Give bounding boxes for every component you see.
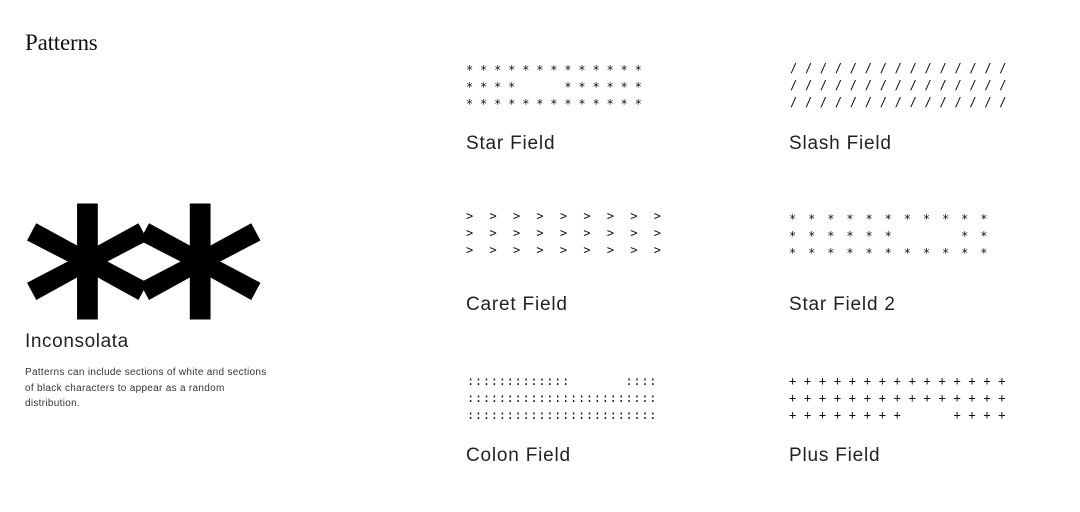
slash-field-pattern: / / / / / / / / / / / / / / / / / / / / … <box>790 60 1007 111</box>
caret-field-label: Caret Field <box>466 294 568 315</box>
star-field-2-line-1: * * * * * * * * * * * <box>789 212 987 226</box>
star-field-line-3: * * * * * * * * * * * * * <box>466 97 642 111</box>
star-field-2-label: Star Field 2 <box>789 294 896 315</box>
slash-field-line-3: / / / / / / / / / / / / / / / <box>790 95 1007 109</box>
slash-field-label: Slash Field <box>789 133 892 154</box>
caret-field-line-1: > > > > > > > > > <box>466 209 662 223</box>
colon-field-label: Colon Field <box>466 445 571 466</box>
pattern-description: Patterns can include sections of white a… <box>25 367 267 409</box>
star-field-2-line-3: * * * * * * * * * * * <box>789 246 987 260</box>
caret-field-pattern: > > > > > > > > > > > > > > > > > > > > … <box>466 208 662 259</box>
colon-field-pattern: ::::::::::::: :::: :::::::::::::::::::::… <box>467 373 657 424</box>
colon-field-line-3: :::::::::::::::::::::::: <box>467 408 658 422</box>
plus-field-label: Plus Field <box>789 445 881 466</box>
caret-field-line-2: > > > > > > > > > <box>466 226 662 240</box>
star-field-line-1: * * * * * * * * * * * * * <box>466 63 642 77</box>
star-field-2-line-2: * * * * * * * * <box>789 229 987 243</box>
asterisk-specimen-glyph: ** <box>22 157 266 448</box>
plus-field-pattern: + + + + + + + + + + + + + + + + + + + + … <box>789 373 1006 424</box>
slash-field-line-1: / / / / / / / / / / / / / / / <box>790 61 1007 75</box>
star-field-2-pattern: * * * * * * * * * * * * * * * * * * * * … <box>789 211 987 262</box>
colon-field-line-2: :::::::::::::::::::::::: <box>467 391 658 405</box>
font-name: Inconsolata <box>25 331 129 352</box>
plus-field-line-1: + + + + + + + + + + + + + + + <box>789 374 1006 388</box>
caret-field-line-3: > > > > > > > > > <box>466 243 662 257</box>
star-field-pattern: * * * * * * * * * * * * * * * * * * * * … <box>466 62 642 113</box>
star-field-line-2: * * * * * * * * * * <box>466 80 642 94</box>
page-title: Patterns <box>25 30 98 55</box>
star-field-label: Star Field <box>466 133 556 154</box>
plus-field-line-2: + + + + + + + + + + + + + + + <box>789 391 1006 405</box>
slash-field-line-2: / / / / / / / / / / / / / / / <box>790 78 1007 92</box>
colon-field-line-1: ::::::::::::: :::: <box>467 374 658 388</box>
plus-field-line-3: + + + + + + + + + + + + <box>789 408 1006 422</box>
